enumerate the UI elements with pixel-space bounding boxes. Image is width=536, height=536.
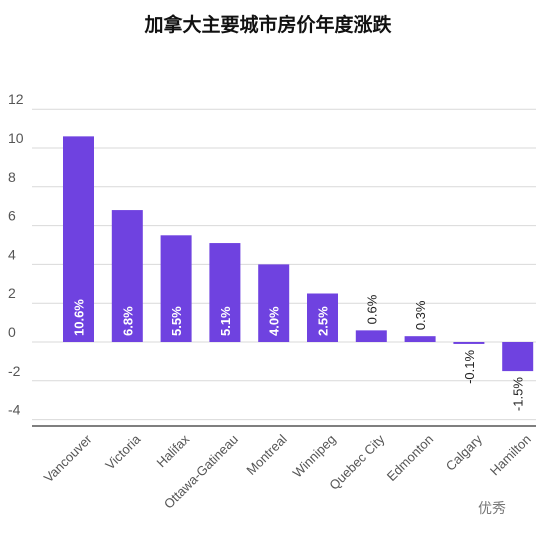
data-label: -1.5%: [511, 377, 526, 411]
y-tick-label: 10: [8, 130, 24, 146]
x-tick-label: Winnipeg: [290, 432, 339, 481]
bar: [258, 264, 290, 342]
y-tick-label: 4: [8, 246, 16, 262]
data-label: 0.6%: [364, 294, 379, 324]
data-label: -0.1%: [462, 350, 477, 384]
y-tick-label: 8: [8, 169, 16, 185]
data-label: 0.3%: [413, 300, 428, 330]
y-tick-label: 6: [8, 208, 16, 224]
y-tick-label: 0: [8, 324, 16, 340]
bar: [404, 336, 436, 342]
x-tick-label: Hamilton: [487, 432, 534, 479]
data-label: 4.0%: [267, 306, 282, 336]
x-tick-label: Edmonton: [384, 432, 437, 485]
bar: [111, 210, 143, 342]
chart-title: 加拿大主要城市房价年度涨跌: [144, 14, 392, 36]
bar: [160, 235, 192, 342]
data-label: 5.5%: [169, 306, 184, 336]
bar: [355, 330, 387, 342]
y-tick-label: -4: [8, 402, 21, 418]
y-tick-label: -2: [8, 363, 21, 379]
bar: [63, 136, 94, 342]
data-label: 5.1%: [218, 306, 233, 336]
bar: [502, 342, 534, 372]
data-label: 2.5%: [316, 306, 331, 336]
bar: [209, 243, 241, 342]
x-tick-label: Halifax: [154, 431, 193, 470]
watermark-text: 优秀: [478, 501, 506, 517]
data-label: 6.8%: [120, 306, 135, 336]
y-tick-label: 12: [8, 91, 24, 107]
bar: [453, 342, 485, 344]
data-label: 10.6%: [72, 299, 87, 336]
y-tick-label: 2: [8, 285, 16, 301]
x-tick-label: Montreal: [243, 431, 289, 477]
x-tick-label: Calgary: [443, 431, 486, 474]
bar: [307, 293, 338, 342]
x-tick-label: Victoria: [102, 431, 144, 473]
x-tick-label: Vancouver: [41, 431, 95, 485]
